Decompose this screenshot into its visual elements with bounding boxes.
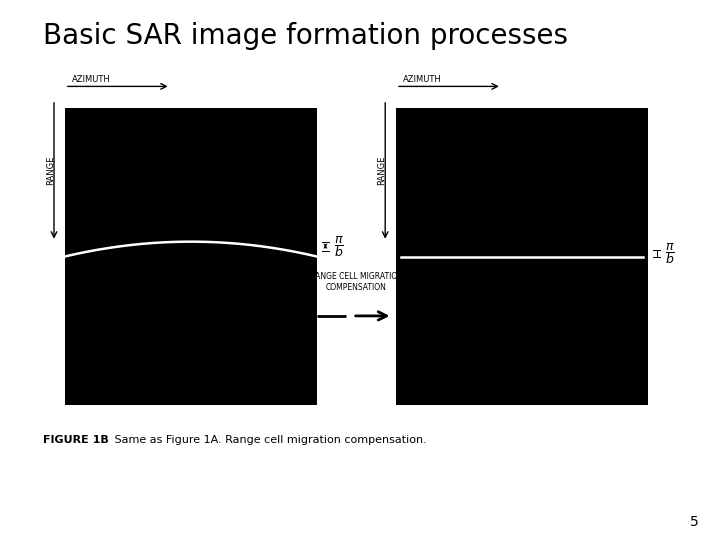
Text: RANGE: RANGE xyxy=(377,156,386,185)
Text: AZIMUTH: AZIMUTH xyxy=(403,75,442,84)
Text: RANGE: RANGE xyxy=(46,156,55,185)
Text: 5: 5 xyxy=(690,515,698,529)
Text: COMPENSATION: COMPENSATION xyxy=(326,282,387,292)
Text: AZIMUTH: AZIMUTH xyxy=(72,75,111,84)
Text: RANGE CELL MIGRATION: RANGE CELL MIGRATION xyxy=(310,272,403,281)
Text: Basic SAR image formation processes: Basic SAR image formation processes xyxy=(43,22,568,50)
Text: FIGURE 1B: FIGURE 1B xyxy=(43,435,109,445)
Bar xyxy=(396,108,648,405)
Text: Same as Figure 1A. Range cell migration compensation.: Same as Figure 1A. Range cell migration … xyxy=(104,435,427,445)
Text: $\dfrac{\pi}{b}$: $\dfrac{\pi}{b}$ xyxy=(334,234,344,259)
Text: $\dfrac{\pi}{b}$: $\dfrac{\pi}{b}$ xyxy=(665,241,675,266)
Bar xyxy=(65,108,317,405)
